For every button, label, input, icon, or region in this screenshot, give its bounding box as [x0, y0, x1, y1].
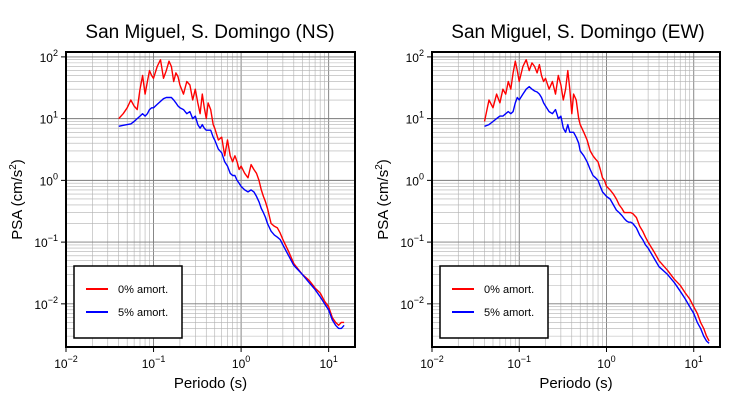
- y-tick-label: 102: [406, 48, 424, 65]
- legend-box: [73, 265, 183, 339]
- x-tick-label: 100: [232, 354, 250, 371]
- x-axis-label: Periodo (s): [174, 375, 247, 392]
- series-line-undamped: [118, 59, 345, 326]
- series-line-damped: [484, 85, 710, 344]
- y-tick-label: 101: [40, 110, 58, 127]
- x-tick-label: 100: [597, 354, 615, 371]
- legend-label: 0% amort.: [118, 284, 168, 296]
- y-tick-label: 10−2: [400, 295, 424, 312]
- legend-label: 5% amort.: [484, 307, 534, 319]
- y-tick-label: 10−1: [34, 233, 58, 250]
- x-tick-label: 10−2: [420, 354, 444, 371]
- y-tick-label: 10−2: [34, 295, 58, 312]
- legend: 0% amort. 5% amort.: [73, 265, 183, 339]
- chart-title: San Miguel, S. Domingo (EW): [451, 22, 704, 43]
- y-tick-label: 100: [406, 171, 424, 188]
- y-axis-label: PSA (cm/s2): [374, 159, 392, 240]
- series-line-undamped: [483, 59, 710, 342]
- x-tick-label: 10−1: [507, 354, 531, 371]
- chart-title: San Miguel, S. Domingo (NS): [85, 22, 334, 43]
- chart-panel-0: 10−2 10−1 100 101 10−2 10−1 100 101 102 San Migue…: [8, 22, 356, 392]
- y-tick-label: 10−1: [400, 233, 424, 250]
- chart-panel-1: 10−2 10−1 100 101 10−2 10−1 100 101 102 San Migue…: [374, 22, 721, 392]
- x-axis-label: Periodo (s): [539, 375, 612, 392]
- legend-label: 5% amort.: [118, 307, 168, 319]
- y-tick-label: 100: [40, 171, 58, 188]
- series-line-damped: [118, 96, 345, 330]
- plot-frame: [431, 51, 721, 348]
- y-tick-label: 101: [406, 110, 424, 127]
- x-tick-label: 101: [319, 354, 337, 371]
- x-tick-label: 10−1: [142, 354, 166, 371]
- x-tick-label: 10−2: [54, 354, 78, 371]
- y-tick-label: 102: [40, 48, 58, 65]
- y-axis-label: PSA (cm/s2): [8, 159, 26, 240]
- x-tick-label: 101: [685, 354, 703, 371]
- plot-frame: [65, 51, 356, 348]
- grid: [65, 52, 356, 348]
- legend-box: [439, 265, 549, 339]
- legend: 0% amort. 5% amort.: [439, 265, 549, 339]
- legend-label: 0% amort.: [484, 284, 534, 296]
